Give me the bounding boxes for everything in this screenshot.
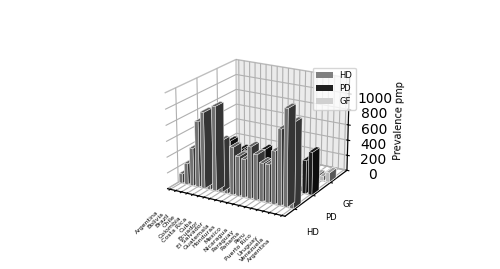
Legend: HD, PD, GF: HD, PD, GF xyxy=(313,68,356,109)
